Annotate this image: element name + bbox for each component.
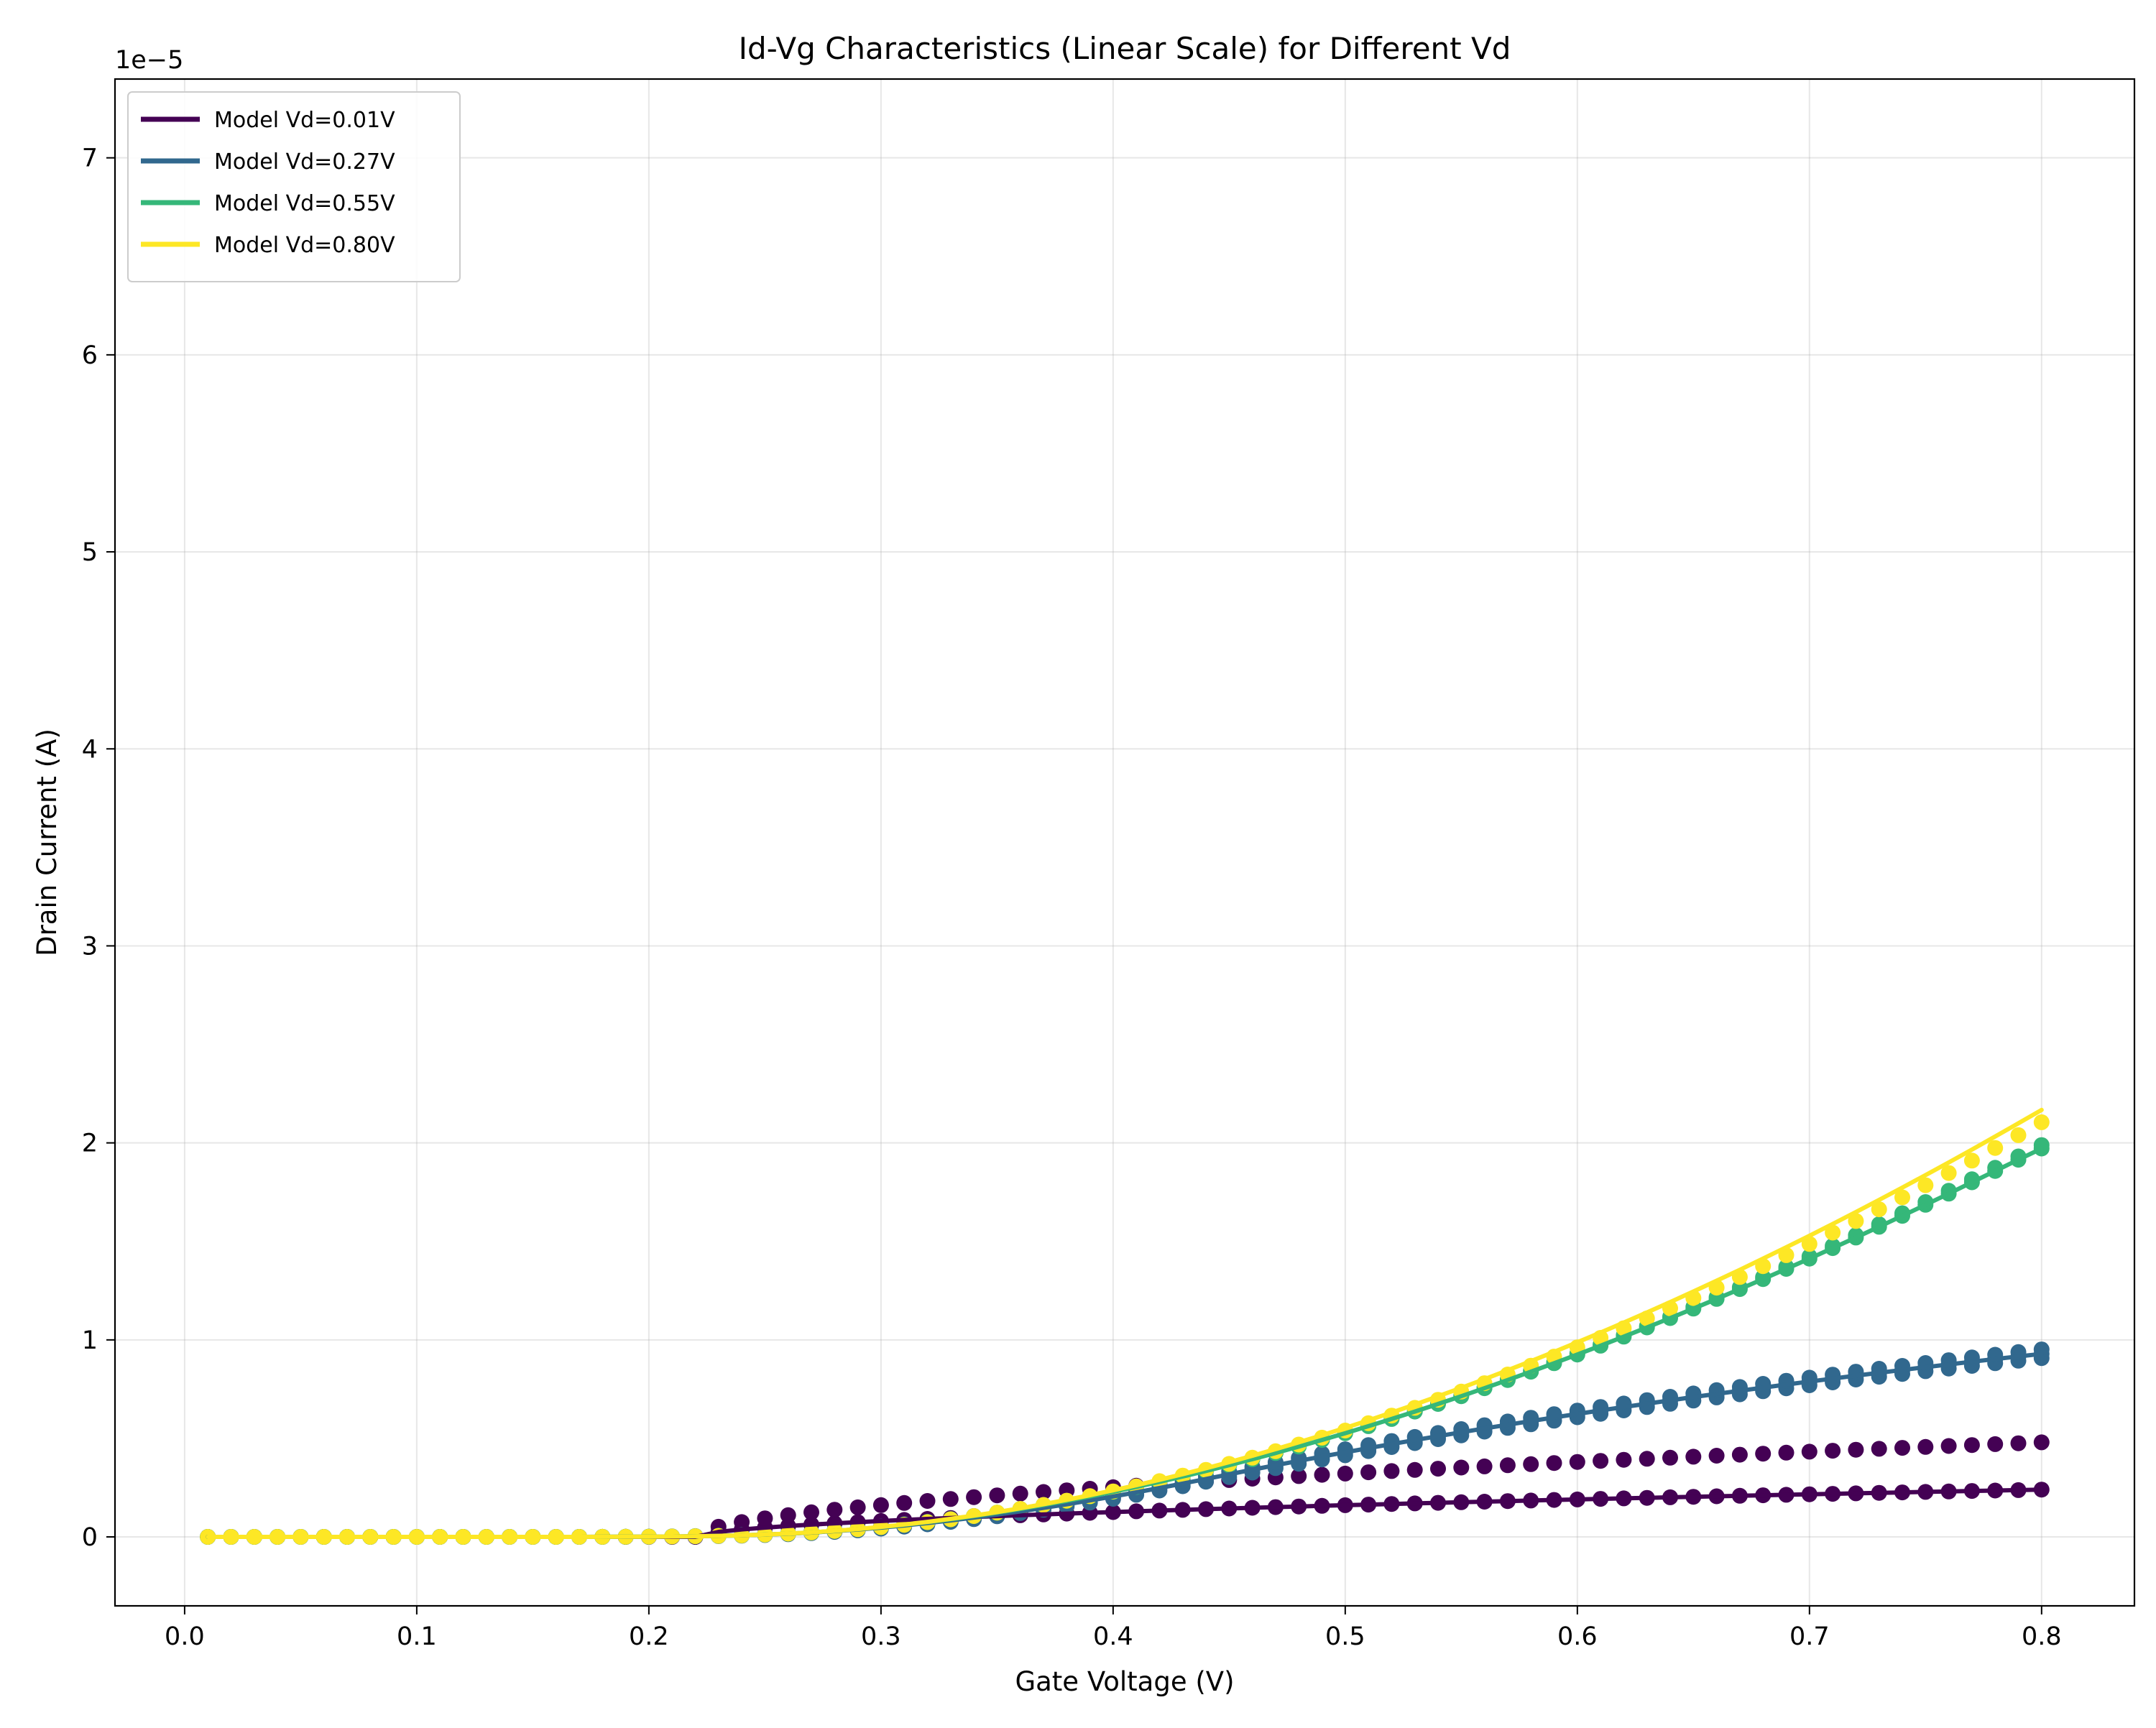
measured-point xyxy=(1360,1464,1377,1481)
y-tick-label: 0 xyxy=(82,1523,98,1552)
legend-label: Model Vd=0.27V xyxy=(214,149,395,175)
measured-point xyxy=(826,1502,843,1518)
chart-title: Id-Vg Characteristics (Linear Scale) for… xyxy=(739,31,1511,66)
x-tick-label: 0.3 xyxy=(861,1622,901,1651)
measured-point xyxy=(1801,1443,1818,1460)
x-tick-label: 0.7 xyxy=(1789,1622,1830,1651)
model-lines-layer xyxy=(206,1107,2044,1539)
measured-point xyxy=(2010,1127,2027,1143)
measured-point xyxy=(1871,1201,1887,1218)
measured-point xyxy=(1963,1152,1980,1169)
measured-point xyxy=(1940,1438,1957,1454)
y-axis-label: Drain Current (A) xyxy=(32,729,63,956)
measured-point xyxy=(1430,1461,1446,1477)
x-axis-label: Gate Voltage (V) xyxy=(1015,1666,1234,1697)
legend-box xyxy=(127,91,461,282)
measured-point xyxy=(1593,1453,1609,1469)
y-tick-label: 2 xyxy=(82,1129,98,1158)
measured-point xyxy=(1314,1466,1330,1483)
measured-point xyxy=(1476,1458,1493,1474)
measured-point xyxy=(1848,1213,1864,1229)
y-tick-label: 5 xyxy=(82,538,98,567)
y-tick-label: 4 xyxy=(82,735,98,764)
legend-label: Model Vd=0.80V xyxy=(214,233,395,258)
grid-layer xyxy=(115,79,2134,1606)
measured-point xyxy=(1778,1444,1795,1461)
measured-point xyxy=(1894,1189,1910,1206)
y-tick-label: 1 xyxy=(82,1326,98,1355)
measured-point xyxy=(1012,1485,1028,1502)
measured-point xyxy=(1036,1484,1051,1500)
x-tick-label: 0.8 xyxy=(2022,1622,2062,1651)
measured-point xyxy=(1987,1436,2004,1452)
measured-point xyxy=(1987,1140,2004,1156)
measured-point xyxy=(1523,1456,1539,1472)
measured-point xyxy=(1406,1461,1423,1478)
measured-point xyxy=(1848,1441,1864,1458)
measured-point xyxy=(1871,1441,1887,1457)
model-line-3 xyxy=(206,1107,2044,1539)
measured-point xyxy=(1639,1451,1655,1467)
measured-point xyxy=(849,1499,866,1515)
measured-point xyxy=(1755,1446,1772,1462)
measured-point xyxy=(942,1491,959,1507)
x-tick-label: 0.2 xyxy=(629,1622,669,1651)
measured-point xyxy=(1894,1440,1910,1456)
measured-point xyxy=(1940,1165,1957,1181)
measured-point xyxy=(1917,1438,1934,1455)
measured-point xyxy=(896,1494,913,1511)
legend-label: Model Vd=0.01V xyxy=(214,108,395,133)
x-tick-label: 0.1 xyxy=(397,1622,437,1651)
measured-point xyxy=(1825,1224,1841,1241)
measured-point xyxy=(966,1489,982,1505)
measured-point xyxy=(1616,1451,1632,1468)
ticks-layer: 0.0 0.1 0.2 0.3 0.4 0.5 0.6 0.7 0.8 0 1 2 3 4 5 6 7 xyxy=(82,144,2062,1651)
measured-point xyxy=(734,1514,750,1530)
measured-point xyxy=(1291,1468,1307,1484)
measured-point xyxy=(989,1487,1005,1504)
measured-point xyxy=(2033,1434,2050,1451)
measured-point xyxy=(1708,1448,1725,1464)
measured-point xyxy=(1546,1455,1562,1471)
measured-point xyxy=(1917,1177,1934,1193)
legend: Model Vd=0.01V Model Vd=0.27V Model Vd=0.5… xyxy=(127,91,461,282)
measured-point xyxy=(1731,1446,1748,1463)
measured-point xyxy=(803,1504,819,1520)
measured-point xyxy=(1685,1449,1702,1465)
plot-frame xyxy=(114,78,2136,1607)
measured-point xyxy=(919,1493,936,1509)
measured-point xyxy=(757,1510,773,1527)
measured-point xyxy=(780,1507,796,1523)
y-tick-label: 3 xyxy=(82,932,98,961)
y-tick-label: 7 xyxy=(82,144,98,173)
x-tick-label: 0.0 xyxy=(165,1622,205,1651)
x-tick-label: 0.4 xyxy=(1093,1622,1133,1651)
measured-point xyxy=(1569,1454,1585,1470)
x-tick-label: 0.5 xyxy=(1325,1622,1365,1651)
x-tick-label: 0.6 xyxy=(1557,1622,1598,1651)
measured-point xyxy=(872,1497,889,1513)
measured-point xyxy=(2010,1435,2027,1451)
measured-point xyxy=(2033,1114,2050,1130)
measured-point xyxy=(1825,1443,1841,1459)
measured-point xyxy=(1383,1463,1400,1479)
y-tick-label: 6 xyxy=(82,341,98,370)
measured-point xyxy=(1453,1459,1470,1476)
measured-point xyxy=(1963,1437,1980,1454)
measured-point xyxy=(1662,1449,1678,1466)
legend-label: Model Vd=0.55V xyxy=(214,191,395,216)
y-axis-offset-label: 1e−5 xyxy=(115,46,183,75)
measured-point xyxy=(1337,1465,1353,1482)
measured-point xyxy=(1499,1457,1516,1474)
